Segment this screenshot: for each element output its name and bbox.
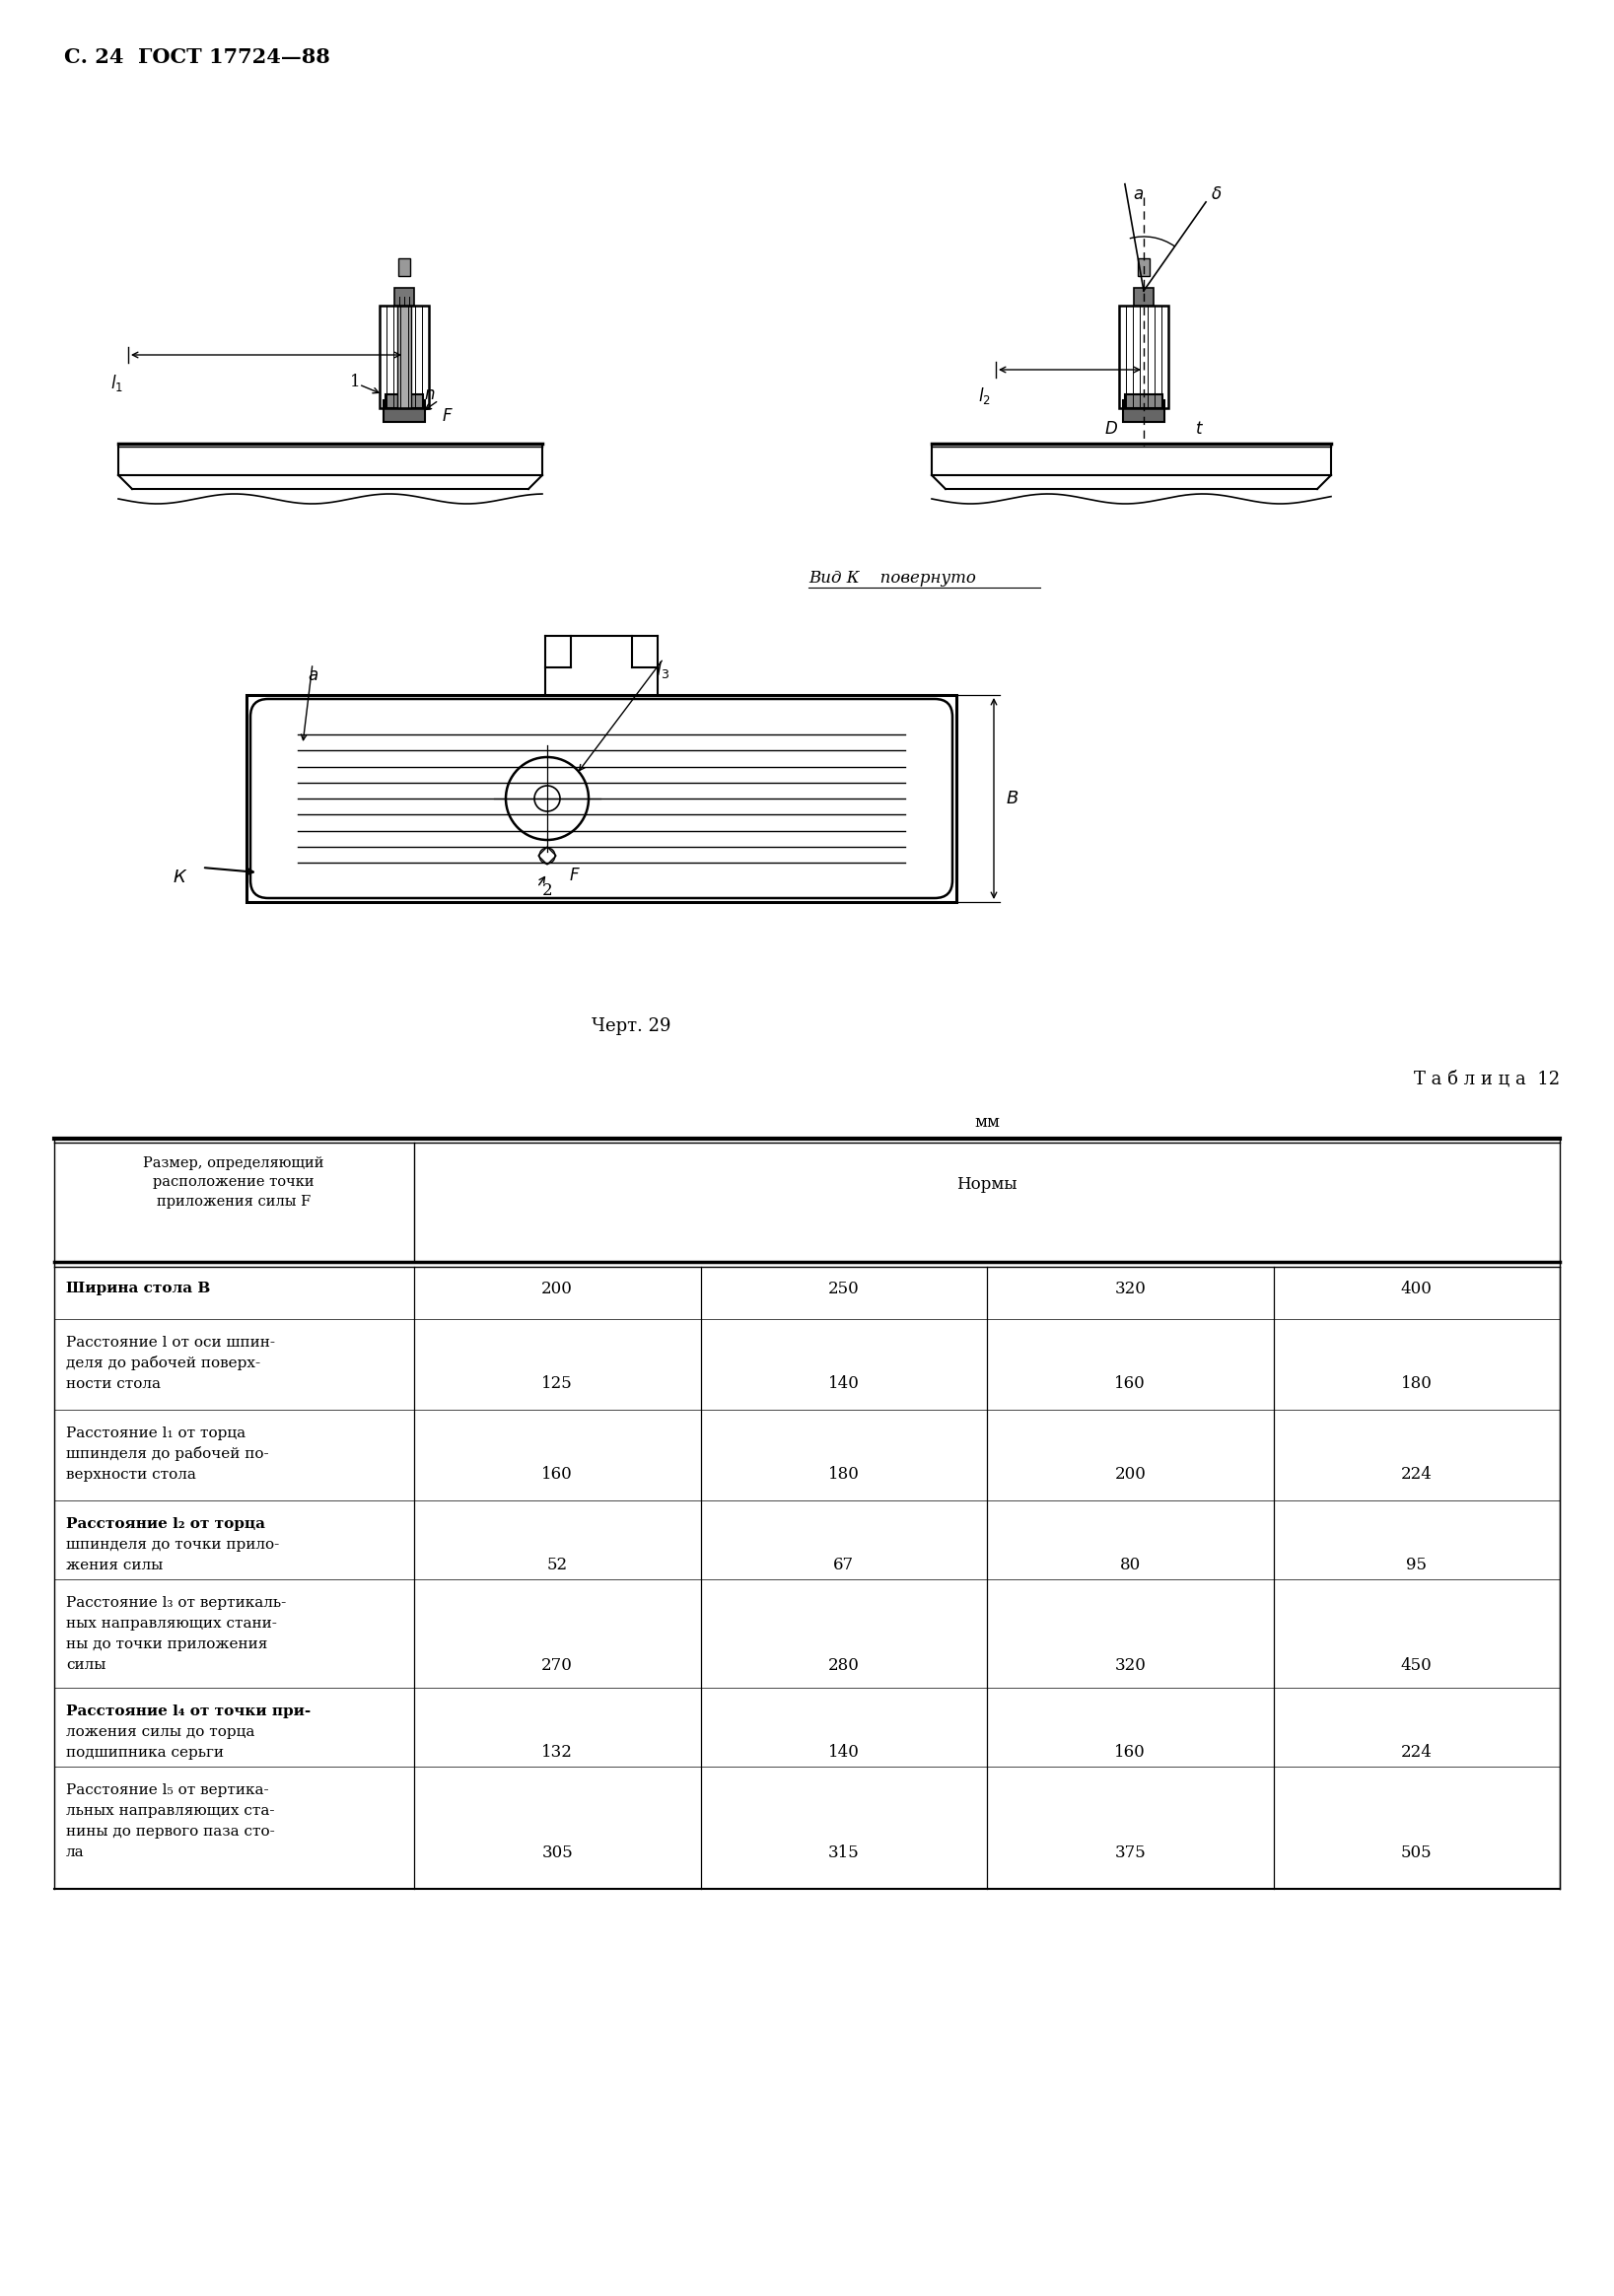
Text: $F$: $F$ — [568, 866, 581, 884]
Bar — [1125, 395, 1162, 409]
Text: $n$: $n$ — [424, 386, 436, 404]
Text: 320: 320 — [1114, 1281, 1146, 1297]
Text: $a$: $a$ — [308, 666, 318, 684]
Text: $l_1$: $l_1$ — [110, 372, 123, 393]
Text: 320: 320 — [1114, 1658, 1146, 1674]
Text: $l_2$: $l_2$ — [978, 386, 991, 406]
Bar — [394, 287, 415, 305]
Text: Т а б л и ц а  12: Т а б л и ц а 12 — [1414, 1070, 1559, 1088]
Text: 224: 224 — [1401, 1745, 1432, 1761]
Text: $B$: $B$ — [1006, 790, 1018, 808]
Text: Расстояние l от оси шпин-: Расстояние l от оси шпин- — [66, 1336, 274, 1350]
Text: $\delta$: $\delta$ — [1210, 186, 1222, 202]
Text: Расстояние l₂ от торца: Расстояние l₂ от торца — [66, 1518, 265, 1531]
Text: $t$: $t$ — [1194, 420, 1204, 439]
Text: Расстояние l₃ от вертикаль-: Расстояние l₃ от вертикаль- — [66, 1596, 286, 1609]
Text: шпинделя до точки прило-: шпинделя до точки прило- — [66, 1538, 279, 1552]
Text: мм: мм — [975, 1114, 999, 1130]
Bar — [384, 400, 424, 422]
Text: ны до точки приложения: ны до точки приложения — [66, 1637, 268, 1651]
Text: 200: 200 — [1114, 1467, 1146, 1483]
Text: $F$: $F$ — [442, 406, 454, 425]
Text: Расстояние l₅ от вертика-: Расстояние l₅ от вертика- — [66, 1784, 270, 1798]
Text: 180: 180 — [1401, 1375, 1432, 1391]
Text: шпинделя до рабочей по-: шпинделя до рабочей по- — [66, 1446, 270, 1463]
Text: жения силы: жения силы — [66, 1559, 163, 1573]
Text: 315: 315 — [828, 1844, 859, 1860]
Text: $l_3$: $l_3$ — [655, 659, 670, 680]
Text: 450: 450 — [1401, 1658, 1432, 1674]
Text: 160: 160 — [542, 1467, 573, 1483]
Text: 180: 180 — [828, 1467, 859, 1483]
Text: 80: 80 — [1120, 1557, 1141, 1573]
Bar — [386, 395, 423, 409]
Text: 140: 140 — [828, 1745, 859, 1761]
Text: подшипника серьги: подшипника серьги — [66, 1745, 224, 1759]
Text: 1: 1 — [350, 374, 360, 390]
Bar — [379, 305, 429, 409]
Text: Расстояние l₄ от точки при-: Расстояние l₄ от точки при- — [66, 1704, 312, 1717]
Text: Нормы: Нормы — [957, 1176, 1017, 1194]
Text: $D$: $D$ — [1104, 420, 1119, 439]
Text: Размер, определяющий
расположение точки
приложения силы F: Размер, определяющий расположение точки … — [144, 1157, 324, 1208]
Text: 125: 125 — [542, 1375, 573, 1391]
Bar — [1123, 400, 1164, 422]
Text: силы: силы — [66, 1658, 107, 1671]
Text: 305: 305 — [542, 1844, 573, 1860]
Text: $К$: $К$ — [173, 868, 187, 886]
Text: деля до рабочей поверх-: деля до рабочей поверх- — [66, 1357, 260, 1371]
Text: 224: 224 — [1401, 1467, 1432, 1483]
Text: С. 24  ГОСТ 17724—88: С. 24 ГОСТ 17724—88 — [65, 48, 329, 67]
Text: 200: 200 — [542, 1281, 573, 1297]
Text: 505: 505 — [1401, 1844, 1432, 1860]
Text: ности стола: ности стола — [66, 1378, 161, 1391]
Text: 160: 160 — [1115, 1745, 1146, 1761]
Text: ла: ла — [66, 1846, 84, 1860]
Text: 95: 95 — [1406, 1557, 1427, 1573]
Text: нины до первого паза сто-: нины до первого паза сто- — [66, 1825, 274, 1839]
Bar — [1119, 305, 1169, 409]
Text: 2: 2 — [542, 882, 552, 898]
Text: ных направляющих стани-: ных направляющих стани- — [66, 1616, 278, 1630]
Text: 67: 67 — [833, 1557, 854, 1573]
Text: $a$: $a$ — [1133, 186, 1144, 202]
Text: 52: 52 — [547, 1557, 568, 1573]
Bar — [1135, 287, 1154, 305]
Text: ложения силы до торца: ложения силы до торца — [66, 1724, 255, 1738]
Text: Расстояние l₁ от торца: Расстояние l₁ от торца — [66, 1426, 245, 1440]
Text: Вид К    повернуто: Вид К повернуто — [809, 569, 976, 585]
Text: 250: 250 — [828, 1281, 859, 1297]
Bar — [397, 305, 412, 409]
Text: 140: 140 — [828, 1375, 859, 1391]
Text: 132: 132 — [542, 1745, 573, 1761]
Bar — [1138, 257, 1149, 276]
Bar — [399, 257, 410, 276]
Text: 280: 280 — [828, 1658, 859, 1674]
Text: 270: 270 — [542, 1658, 573, 1674]
Text: Ширина стола B: Ширина стола B — [66, 1281, 210, 1295]
Text: 400: 400 — [1401, 1281, 1432, 1297]
Text: верхности стола: верхности стола — [66, 1467, 195, 1481]
Text: льных направляющих ста-: льных направляющих ста- — [66, 1805, 274, 1818]
Text: Черт. 29: Черт. 29 — [591, 1017, 671, 1035]
Bar — [247, 696, 957, 902]
Text: 375: 375 — [1115, 1844, 1146, 1860]
Text: 160: 160 — [1115, 1375, 1146, 1391]
